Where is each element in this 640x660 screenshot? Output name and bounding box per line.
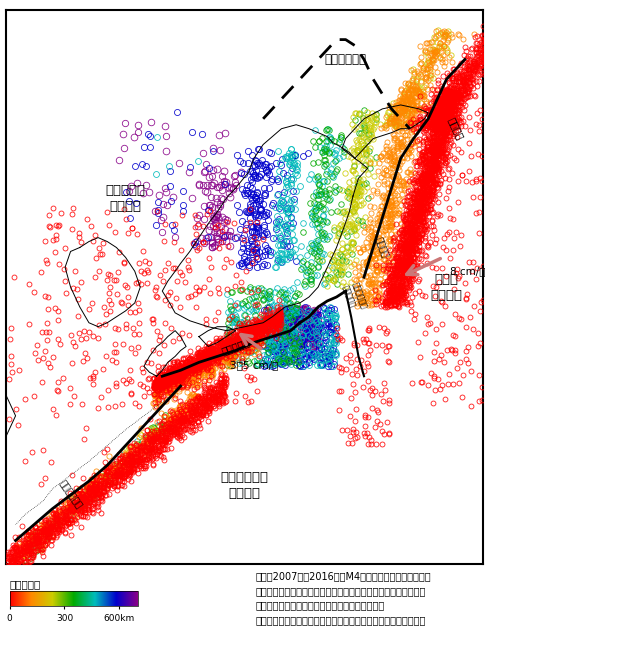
Text: ユーラシア
プレート: ユーラシア プレート: [106, 183, 145, 213]
Text: 震源の深さ: 震源の深さ: [10, 579, 41, 589]
Text: 南西諸島海溝: 南西諸島海溝: [58, 479, 83, 511]
Text: 3～5 cm/年: 3～5 cm/年: [230, 360, 278, 370]
Text: 相模トラフ・
駿河湾海溝: 相模トラフ・ 駿河湾海溝: [340, 280, 368, 314]
Text: 南海トラフ: 南海トラフ: [220, 337, 251, 356]
Text: 太平洋
プレート: 太平洋 プレート: [431, 273, 463, 302]
Text: 日本海溝: 日本海溝: [373, 236, 389, 259]
Text: 震央（2007年〜2016年、M4以上）は、気象庁による。
矢印は、ユーラシアプレートに対する太平洋プレートとフィリピ
ン海プレートの相対的な進行方向と速さを示: 震央（2007年〜2016年、M4以上）は、気象庁による。 矢印は、ユーラシアプ…: [256, 571, 431, 625]
Text: 8 cm/年: 8 cm/年: [450, 266, 486, 277]
Text: 北米プレート: 北米プレート: [324, 53, 367, 66]
Text: 千島海溝: 千島海溝: [446, 116, 465, 141]
Text: フィリピン海
プレート: フィリピン海 プレート: [221, 471, 269, 500]
